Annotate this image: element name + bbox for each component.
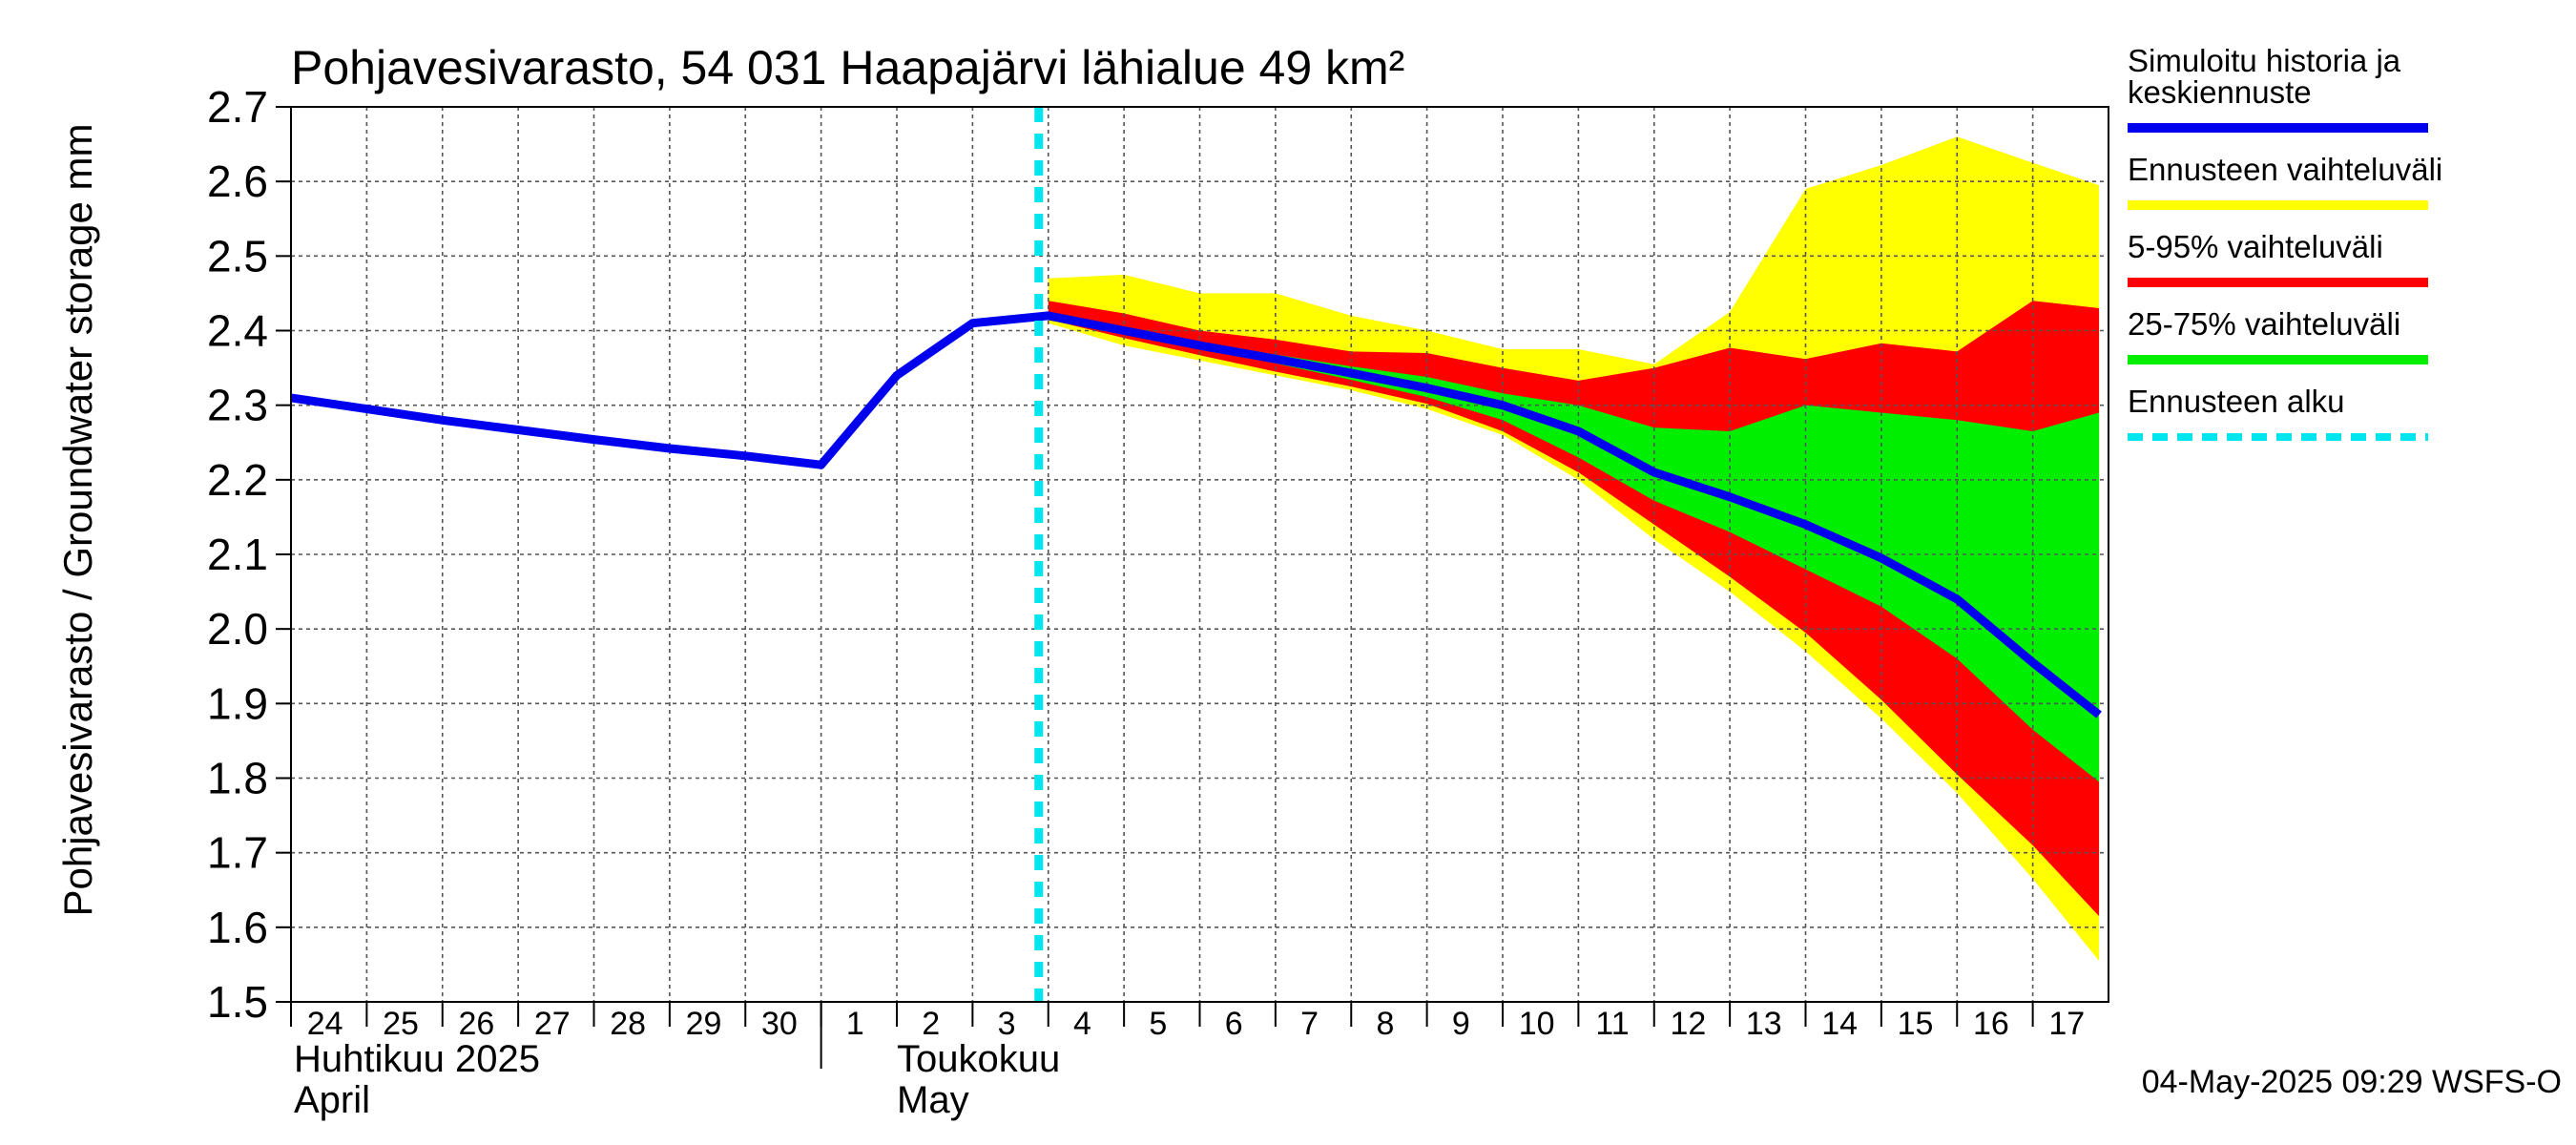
x-tick-label: 11: [1595, 1006, 1629, 1042]
x-tick-label: 3: [998, 1006, 1016, 1042]
legend-label: 5-95% vaihteluväli: [2128, 229, 2383, 264]
legend-label: 25-75% vaihteluväli: [2128, 306, 2400, 342]
x-tick-label: 8: [1376, 1006, 1394, 1042]
y-tick-label: 1.9: [207, 678, 268, 728]
forecast-bands: [1048, 136, 2100, 962]
series-lines: [290, 107, 2102, 1002]
y-tick-label: 2.2: [207, 455, 268, 505]
y-tick-label: 2.6: [207, 156, 268, 206]
x-axis-ticks: 24 25 26 27 28 29 30 1 2 3 4 5 6 7 8 9 10 11 12 13 14 15 16 17: [290, 1002, 2085, 1069]
x-tick-label: 30: [761, 1006, 798, 1042]
x-tick-label: 7: [1300, 1006, 1319, 1042]
y-tick-label: 2.1: [207, 530, 268, 579]
legend-label: Ennusteen alku: [2128, 384, 2345, 419]
x-tick-label: 25: [383, 1006, 419, 1042]
x-tick-label: 14: [1821, 1006, 1858, 1042]
x-tick-label: 26: [459, 1006, 495, 1042]
y-tick-label: 2.0: [207, 604, 268, 654]
forecast-range-band: [1048, 136, 2100, 962]
y-axis-ticks: 1.5 1.6 1.7 1.8 1.9 2.0 2.1 2.2 2.3 2.4 2.5 2.6 2.7: [207, 82, 291, 1027]
x-tick-label: 29: [686, 1006, 722, 1042]
x-tick-label: 12: [1671, 1006, 1707, 1042]
x-tick-label: 6: [1225, 1006, 1243, 1042]
y-tick-label: 1.8: [207, 754, 268, 803]
y-tick-label: 2.7: [207, 82, 268, 132]
x-tick-label: 17: [2048, 1006, 2085, 1042]
month-label-may-fi: Toukokuu: [897, 1038, 1060, 1080]
y-tick-label: 1.7: [207, 828, 268, 878]
x-tick-label: 9: [1452, 1006, 1470, 1042]
x-tick-label: 4: [1073, 1006, 1091, 1042]
y-tick-label: 2.4: [207, 306, 268, 356]
y-axis-label: Pohjavesivarasto / Groundwater storage m…: [55, 123, 100, 916]
x-tick-label: 24: [307, 1006, 343, 1042]
footer-timestamp: 04-May-2025 09:29 WSFS-O: [2142, 1064, 2562, 1100]
x-tick-label: 10: [1519, 1006, 1555, 1042]
x-tick-label: 13: [1746, 1006, 1782, 1042]
y-tick-label: 1.6: [207, 903, 268, 952]
y-tick-label: 2.3: [207, 381, 268, 430]
x-tick-label: 5: [1149, 1006, 1167, 1042]
y-tick-label: 1.5: [207, 977, 268, 1027]
x-tick-label: 15: [1898, 1006, 1934, 1042]
median-line: [290, 311, 2102, 718]
legend-label: Simuloitu historia ja: [2128, 43, 2401, 78]
x-tick-label: 1: [846, 1006, 864, 1042]
x-tick-label: 2: [922, 1006, 940, 1042]
month-label-may-en: May: [897, 1079, 969, 1121]
legend-label: keskiennuste: [2128, 74, 2312, 110]
month-label-april-en: April: [294, 1079, 370, 1121]
forecast-25-75-band: [1048, 312, 2100, 782]
month-label-april-fi: Huhtikuu 2025: [294, 1038, 540, 1080]
chart-title: Pohjavesivarasto, 54 031 Haapajärvi lähi…: [291, 41, 1404, 94]
y-tick-label: 2.5: [207, 231, 268, 281]
x-tick-label: 28: [610, 1006, 646, 1042]
legend-label: Ennusteen vaihteluväli: [2128, 152, 2442, 187]
x-tick-label: 16: [1973, 1006, 2009, 1042]
x-tick-label: 27: [534, 1006, 571, 1042]
